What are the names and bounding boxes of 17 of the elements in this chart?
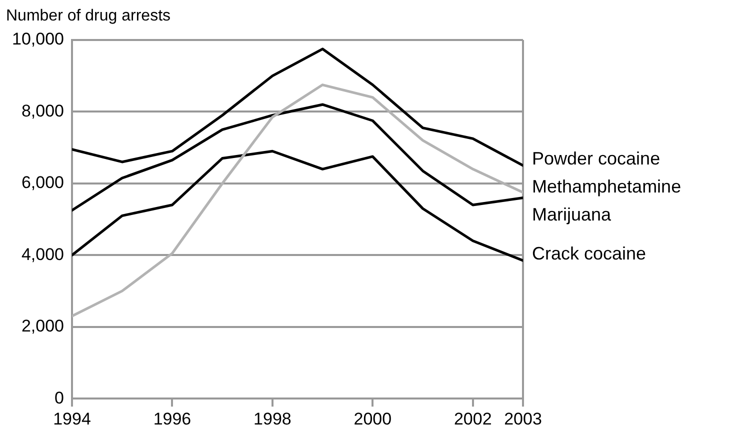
y-tick-label: 0 [54, 388, 64, 408]
y-tick-label: 4,000 [21, 244, 64, 264]
x-tick-label: 2002 [454, 409, 492, 428]
series-label: Methamphetamine [532, 176, 682, 196]
x-tick-label: 1996 [153, 409, 192, 428]
series-label: Marijuana [532, 204, 612, 224]
series-label: Crack cocaine [532, 244, 646, 264]
y-tick-label: 2,000 [21, 316, 64, 336]
x-tick-label: 2003 [504, 409, 542, 428]
series-label: Powder cocaine [532, 148, 660, 168]
y-tick-label: 6,000 [21, 173, 64, 192]
x-tick-label: 2000 [354, 409, 392, 428]
y-axis-title: Number of drug arrests [6, 7, 171, 24]
y-tick-label: 10,000 [12, 30, 64, 49]
y-tick-label: 8,000 [21, 101, 64, 120]
x-tick-label: 1994 [53, 409, 91, 428]
x-tick-label: 1998 [254, 409, 292, 428]
